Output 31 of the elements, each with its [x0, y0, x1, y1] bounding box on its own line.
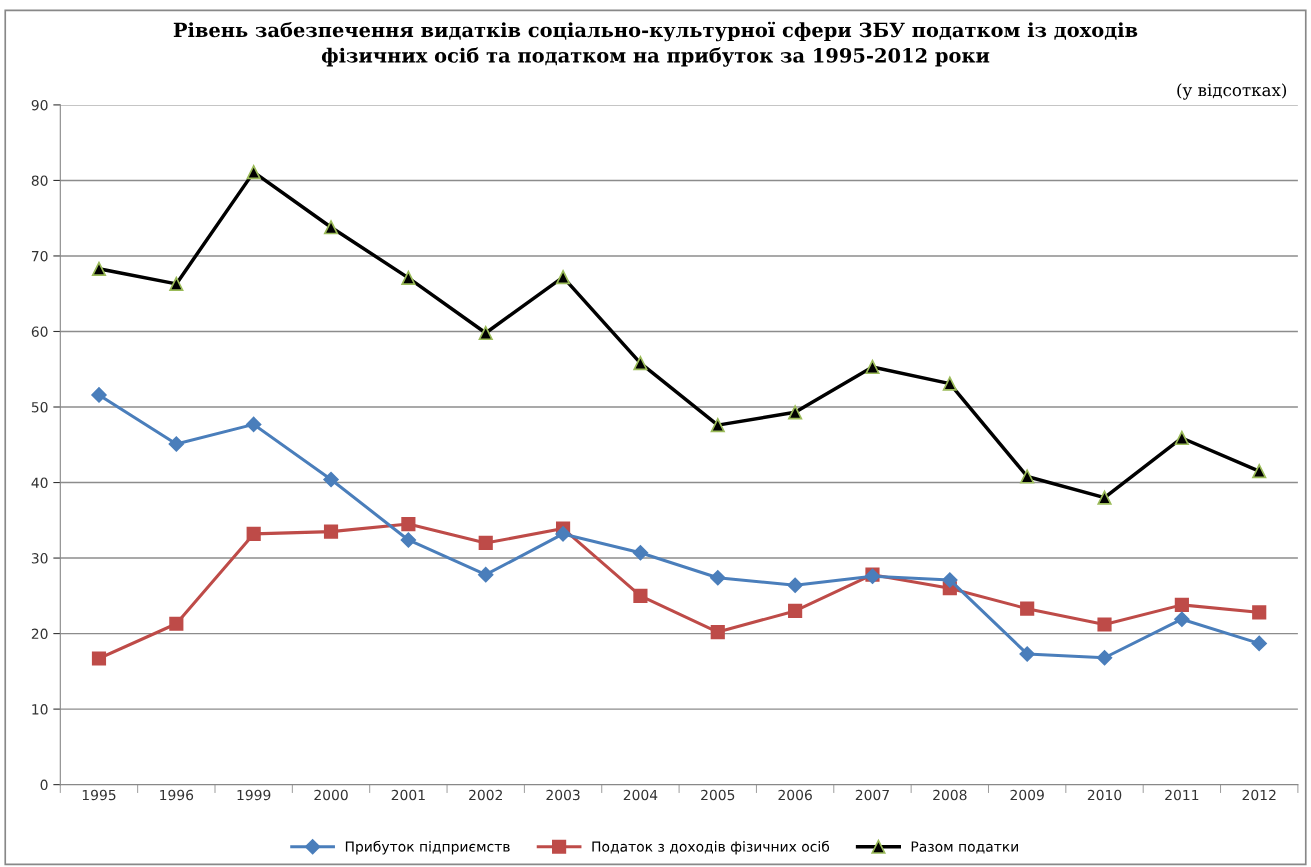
- x-tick-label: 2010: [1087, 789, 1122, 801]
- x-tick-label: 1995: [82, 789, 116, 801]
- y-tick-label: 80: [31, 175, 48, 186]
- x-tick-label: 2012: [1242, 789, 1276, 801]
- x-tick-label: 2001: [391, 789, 425, 801]
- legend-label: Прибуток підприємств: [345, 840, 510, 855]
- legend-label: Податок з доходів фізичних осіб: [592, 840, 830, 855]
- y-tick-label: 60: [31, 326, 48, 337]
- y-tick-label: 90: [31, 99, 48, 111]
- text: (у відсотках): [1177, 83, 1287, 100]
- x-tick-label: 2003: [546, 789, 580, 801]
- y-tick-label: 30: [31, 553, 48, 564]
- x-tick-label: 2009: [1010, 789, 1044, 801]
- chart-title: Рівень забезпечення видатків соціально-культурної сфери ЗБУ податком із доходів фізичних осіб та податком на прибуток за 1995-2012 роки: [173, 21, 1138, 67]
- x-tick-label: 2006: [778, 789, 812, 801]
- y-tick-label: 50: [31, 401, 48, 413]
- x-tick-label: 2007: [855, 789, 889, 801]
- y-tick-label: 70: [31, 250, 48, 262]
- x-tick-label: 1996: [160, 789, 194, 801]
- x-tick-label: 2005: [701, 789, 735, 801]
- y-tick-label: 20: [31, 628, 48, 640]
- y-tick-label: 10: [32, 704, 48, 715]
- legend-label: Разом податки: [911, 841, 1018, 854]
- x-tick-label: 2002: [469, 789, 503, 801]
- x-tick-label: 2004: [623, 789, 658, 801]
- x-tick-label: 2011: [1165, 789, 1199, 801]
- x-tick-label: 1999: [237, 789, 271, 801]
- x-tick-label: 2000: [314, 789, 348, 801]
- x-tick-label: 2008: [933, 789, 967, 801]
- y-tick-label: 40: [31, 477, 48, 489]
- y-tick-label: 0: [40, 779, 48, 791]
